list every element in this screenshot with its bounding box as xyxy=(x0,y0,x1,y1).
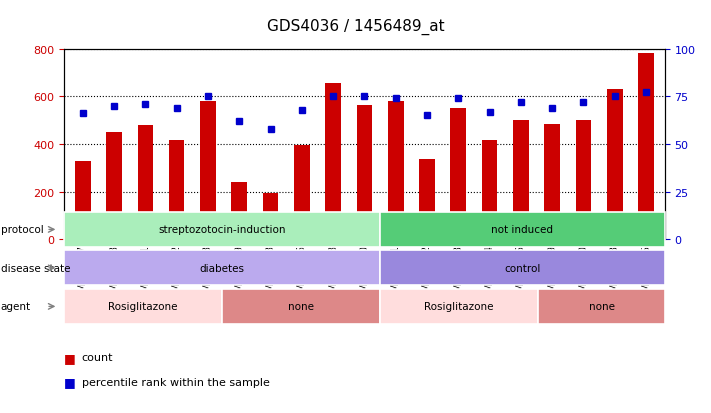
Bar xyxy=(451,109,466,240)
Text: Rosiglitazone: Rosiglitazone xyxy=(424,301,494,312)
Bar xyxy=(482,141,498,240)
Bar xyxy=(137,126,153,240)
Text: Rosiglitazone: Rosiglitazone xyxy=(108,301,178,312)
Bar xyxy=(545,124,560,240)
Text: not induced: not induced xyxy=(491,225,553,235)
Text: disease state: disease state xyxy=(1,263,70,273)
Text: streptozotocin-induction: streptozotocin-induction xyxy=(159,225,286,235)
Text: control: control xyxy=(504,263,540,273)
Bar xyxy=(200,102,215,240)
Bar xyxy=(607,90,623,240)
Text: count: count xyxy=(82,352,113,362)
Bar xyxy=(513,121,529,240)
Bar xyxy=(419,160,435,240)
Bar xyxy=(388,102,404,240)
Text: ■: ■ xyxy=(64,375,76,389)
Text: percentile rank within the sample: percentile rank within the sample xyxy=(82,377,269,387)
Bar xyxy=(325,84,341,240)
Bar xyxy=(356,105,373,240)
Text: GDS4036 / 1456489_at: GDS4036 / 1456489_at xyxy=(267,19,444,35)
Text: protocol: protocol xyxy=(1,225,43,235)
Bar xyxy=(75,161,90,240)
Text: ■: ■ xyxy=(64,351,76,364)
Text: diabetes: diabetes xyxy=(200,263,245,273)
Bar xyxy=(169,141,184,240)
Bar xyxy=(262,193,278,240)
Text: none: none xyxy=(288,301,314,312)
Bar xyxy=(576,121,592,240)
Text: none: none xyxy=(589,301,614,312)
Bar xyxy=(294,146,309,240)
Bar xyxy=(638,55,654,240)
Bar xyxy=(106,133,122,240)
Text: agent: agent xyxy=(1,301,31,312)
Bar xyxy=(231,183,247,240)
